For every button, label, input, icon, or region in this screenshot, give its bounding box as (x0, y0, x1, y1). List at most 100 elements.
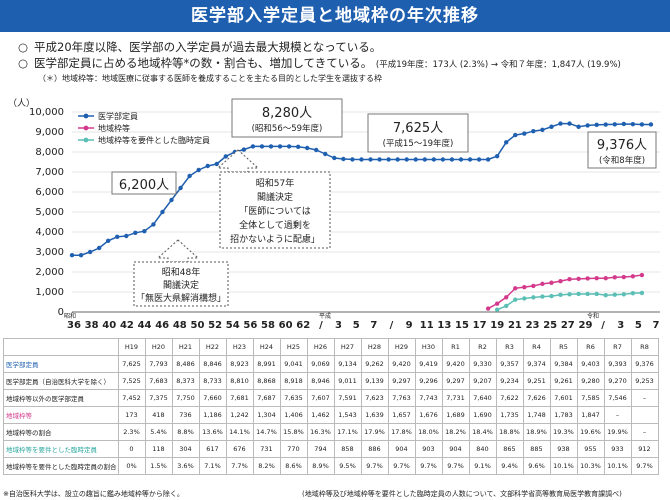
x-tick-label: 44 (138, 320, 152, 331)
data-point (277, 144, 283, 149)
data-point (368, 157, 373, 162)
source-note: (地域枠等及び地域枠等を要件とした臨時定員の人数について、文部科学省高等教育局医… (302, 490, 622, 498)
table-cell: 8,868 (252, 372, 281, 390)
x-tick-label: 5 (635, 320, 642, 331)
data-point (576, 291, 581, 297)
table-cell: 1,462 (306, 406, 335, 424)
table-cell: 9,261 (549, 372, 578, 390)
table-cell: 794 (306, 440, 335, 458)
table-cell: 1,735 (495, 406, 524, 424)
bullet-side-note: (平成19年度：173人 (2.3%) → 令和７年度：1,847人 (19.9… (375, 60, 621, 70)
table-header-cell: H25 (279, 338, 308, 356)
data-point (612, 292, 617, 297)
table-cell: 617 (198, 440, 227, 458)
data-point (422, 157, 427, 162)
data-point (250, 144, 256, 149)
data-point (259, 144, 265, 149)
table-cell: 304 (171, 440, 200, 458)
data-point (522, 284, 527, 290)
data-point (603, 276, 608, 281)
x-tick-label: 21 (508, 320, 522, 331)
legend-label: 地域枠等を要件とした臨時定員 (98, 135, 210, 145)
table-cell: 933 (603, 440, 632, 458)
table-cell: 9,384 (549, 355, 578, 373)
table-row-label: 地域枠等 (3, 406, 119, 424)
table-header-cell: R4 (522, 338, 551, 356)
table-cell: 8,946 (306, 372, 335, 390)
data-point (431, 157, 437, 162)
table-cell: 1,639 (360, 406, 389, 424)
table-header-cell: R1 (441, 338, 470, 356)
x-tick-label: 54 (226, 320, 240, 331)
data-point (458, 157, 464, 162)
table-header-cell: H23 (225, 338, 254, 356)
table-cell: 17.1% (333, 423, 362, 441)
data-point (522, 131, 527, 136)
table-cell: 7,626 (522, 389, 551, 407)
table-header-cell: H28 (360, 338, 389, 356)
table-cell: 9,357 (495, 355, 524, 373)
x-tick-label: 25 (543, 320, 557, 331)
table-cell: – (630, 423, 659, 441)
admission-trend-chart: 0 1,000 2,000 3,000 4,000 5,000 6,000 7,000 8,00… (8, 98, 660, 331)
data-point (268, 144, 274, 149)
table-cell: 9.7% (414, 457, 443, 475)
table-cell: – (603, 406, 632, 424)
table-cell: 9,280 (576, 372, 605, 390)
annotation-9376-sub: (令和8年度) (599, 155, 645, 166)
y-tick-label: 2,000 (35, 267, 64, 278)
table-header-cell: H19 (117, 338, 146, 356)
table-cell: 903 (414, 440, 443, 458)
annotation-s57-line: 昭和57年 (256, 177, 294, 189)
y-tick-label: 10,000 (29, 107, 64, 118)
table-header-cell: R5 (549, 338, 578, 356)
table-cell: 886 (360, 440, 389, 458)
data-point (115, 234, 120, 239)
table-cell: 885 (522, 440, 551, 458)
table-cell: 9,069 (306, 355, 335, 373)
data-point (567, 292, 572, 297)
x-tick-label: / (390, 320, 394, 331)
bullet-text: 平成20年度以降、医学部の入学定員が過去最大規模となっている。 (34, 40, 382, 54)
data-point (585, 123, 590, 128)
table-cell: 9,234 (495, 372, 524, 390)
y-tick-label: 9,000 (35, 127, 64, 138)
table-cell: 7,743 (414, 389, 443, 407)
data-point (639, 122, 645, 127)
data-point (494, 307, 500, 312)
bullet-mark: ○ (18, 56, 29, 70)
data-point (531, 295, 536, 300)
table-cell: 8.9% (306, 457, 335, 475)
table-cell: 7,793 (144, 355, 173, 373)
data-point (648, 122, 654, 127)
table-cell: 418 (144, 406, 173, 424)
data-point (413, 157, 418, 162)
data-point (323, 151, 328, 157)
footer-note: ※自治医科大学は、設立の趣旨に鑑み地域枠等から除く。 (3, 490, 184, 498)
data-point (467, 157, 473, 162)
x-tick-label: 40 (102, 320, 116, 331)
table-cell: 9.6% (522, 457, 551, 475)
table-cell: 7,525 (117, 372, 146, 390)
data-point (513, 286, 518, 291)
table-cell: 7,601 (549, 389, 578, 407)
data-point (630, 121, 636, 127)
x-tick-label: 15 (455, 320, 469, 331)
annotation-s57-line: 招かないように配慮」 (230, 233, 320, 245)
table-cell: 8.2% (252, 457, 281, 475)
data-point (133, 230, 138, 235)
table-row-label: 地域枠等以外の医学部定員 (3, 389, 119, 407)
table-cell: 7,585 (576, 389, 605, 407)
table-cell: 19.6% (576, 423, 605, 441)
y-tick-label: 1,000 (35, 287, 64, 298)
table-header-cell: H26 (306, 338, 335, 356)
annotation-8280: 8,280人 (262, 106, 312, 121)
table-cell: 7,623 (360, 389, 389, 407)
data-point (594, 122, 599, 128)
table-cell: 9,297 (387, 372, 416, 390)
data-point (531, 128, 536, 134)
table-cell: 14.7% (252, 423, 281, 441)
table-header-cell: H20 (144, 338, 173, 356)
summary-bullets: ○ 平成20年度以降、医学部の入学定員が過去最大規模となっている。 ○ 医学部定員に… (18, 39, 668, 85)
annotation-box (587, 131, 657, 169)
